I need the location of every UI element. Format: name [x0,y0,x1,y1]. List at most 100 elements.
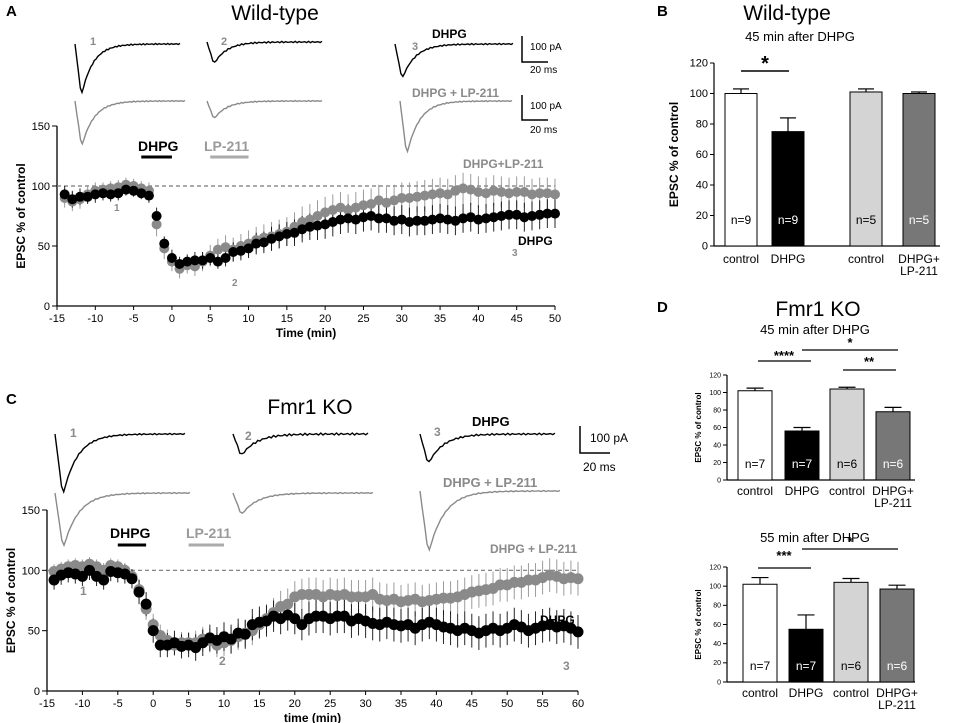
data-point [320,219,331,230]
data-point [381,197,392,208]
x-tick-label: -5 [129,313,139,325]
data-point [239,628,251,640]
data-point [465,184,476,195]
data-point [97,188,108,199]
y-tick-label: 60 [713,622,721,629]
y-tick-label: 50 [28,626,40,638]
panel-a-lp211-bar-label: LP-211 [204,138,249,154]
data-point [481,213,492,224]
category-label: control [723,252,759,266]
y-axis-label: EPSC % of control [667,102,681,207]
panel-d-title: Fmr1 KO [775,298,860,321]
data-point [504,209,515,220]
panel-c-scale-ms: 20 ms [583,460,616,474]
x-tick-label: 15 [281,313,293,325]
panel-a-scale-pa-top: 100 pA [530,42,562,53]
panel-a-trace-label-dhpg: DHPG [432,27,467,41]
panel-a-series-label-lp211: DHPG+LP-211 [463,157,544,171]
y-tick-label: 120 [709,372,721,379]
data-point [147,625,159,637]
n-label: n=9 [778,213,799,227]
trace-ko-dhpg-2 [232,432,369,455]
n-label: n=9 [731,213,752,227]
data-point [282,598,294,610]
y-tick-label: 100 [709,390,721,397]
panel-a-scale-bar-bottom [521,95,548,121]
panel-d-top-sig-2: * [847,335,853,350]
data-point [427,214,438,225]
data-point [366,211,377,221]
panel-a-scale-pa-bottom: 100 pA [530,101,562,112]
x-tick-label: 20 [319,313,331,325]
panel-b-subtitle: 45 min after DHPG [745,29,855,44]
data-point [220,253,231,263]
x-tick-label: 15 [253,698,265,710]
data-point [404,193,415,203]
x-tick-label: 5 [186,698,192,710]
x-tick-label: 35 [395,698,407,710]
y-tick-label: 0 [702,241,708,253]
x-tick-label: 55 [536,698,548,710]
data-point [320,207,331,218]
bar [849,91,883,247]
trace-ko-lp211-3 [419,489,561,552]
data-point [519,187,530,197]
data-point [350,214,361,225]
data-point [212,244,223,255]
panel-c-dhpg-bar-label: DHPG [110,525,151,541]
n-label: n=5 [909,213,930,227]
n-label: n=6 [837,457,858,471]
data-point [205,253,216,263]
data-point [572,626,584,638]
panel-a-trace-number-1: 1 [90,36,96,48]
data-point [381,213,392,224]
data-point [113,188,124,199]
panel-c-trace-label-dhpg-lp211: DHPG + LP-211 [443,475,537,490]
y-axis-label: EPSC % of control [694,589,703,659]
bar [771,131,805,247]
trace-wt-lp211-2 [206,99,323,119]
y-tick-label: 20 [713,660,721,667]
data-point [98,574,110,586]
data-point [266,233,277,244]
data-point [304,221,315,232]
data-point [143,190,154,201]
data-point [404,217,415,227]
data-point [350,202,361,213]
trace-wt-lp211-control [74,99,186,146]
data-point [59,189,70,200]
x-tick-label: -15 [39,698,55,710]
bar [875,411,911,481]
panel-c-trace-number-1: 1 [70,426,77,440]
y-axis-label: EPSC % of control [694,392,703,462]
panel-a-traces [74,40,514,154]
data-point [212,256,223,267]
n-label: n=7 [796,659,817,673]
data-point [389,215,400,226]
data-point [396,214,407,225]
data-point [527,189,538,200]
x-tick-label: 50 [549,313,561,325]
y-tick-label: 120 [709,564,721,571]
panel-d-subtitle-top: 45 min after DHPG [760,322,870,337]
panel-a-letter: A [6,3,17,20]
data-point [274,231,285,242]
y-tick-label: 0 [717,477,721,484]
x-tick-label: 30 [396,313,408,325]
data-point [450,215,461,226]
trace-wt-lp211-3 [399,99,513,154]
x-tick-label: 0 [169,313,175,325]
data-point [419,190,430,201]
panel-d-letter: D [657,299,668,316]
panel-c-letter: C [6,391,17,408]
category-label: control [742,686,778,700]
panel-b-sig-star: * [761,53,769,75]
x-tick-label: 25 [357,313,369,325]
panel-d-top-plot: 0 20 40 60 80 100 120 EPSC % of control n=7 contr… [694,372,915,510]
panel-c-scale-pa: 100 pA [590,431,628,445]
data-point [550,189,560,200]
panel-d-subtitle-bottom: 55 min after DHPG [760,530,870,545]
trace-ko-lp211-2 [232,491,374,515]
x-tick-label: 0 [150,698,156,710]
trace-ko-dhpg-3 [419,432,556,463]
